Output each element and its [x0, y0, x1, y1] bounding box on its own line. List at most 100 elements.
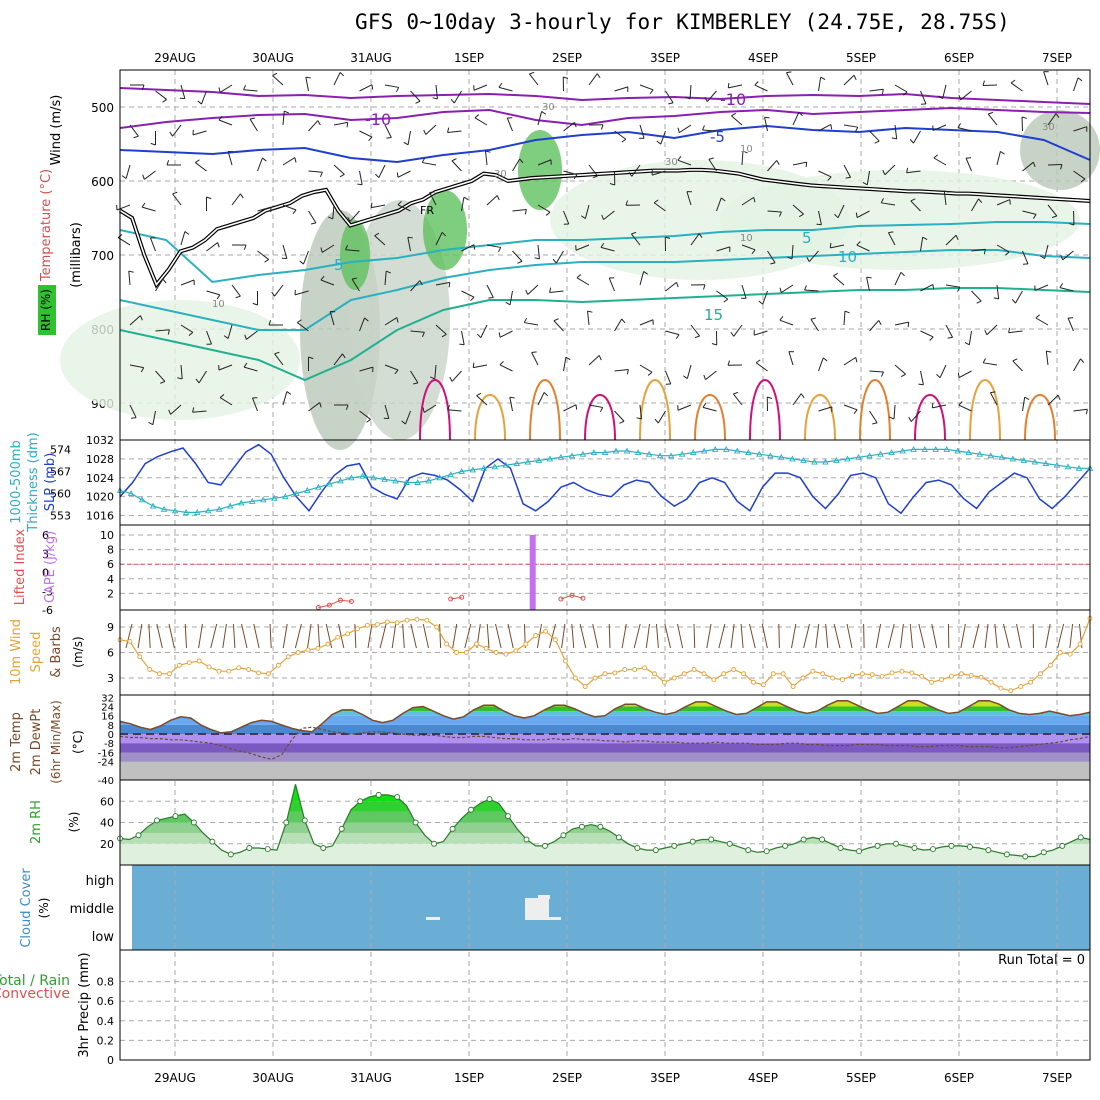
thickness-point [789, 455, 796, 462]
wind-barb [1043, 71, 1049, 86]
thickness-point [745, 449, 752, 456]
rh-point [227, 851, 234, 858]
thickness-point [215, 505, 223, 512]
rh-line [119, 784, 1091, 858]
wind-barb-10m [677, 623, 684, 649]
wind-barb-10m [422, 623, 429, 649]
wind-barb [282, 391, 288, 406]
wind-barb-10m [379, 623, 387, 649]
wind-barb-flag [357, 183, 363, 186]
wind-barb-10m [210, 623, 218, 649]
wind-barb [476, 395, 488, 406]
lifted-index-line [450, 596, 462, 600]
wind-barb [429, 192, 437, 206]
wind-barb [231, 193, 241, 206]
wind-barb-flag [223, 335, 229, 339]
wind-barb-flag [565, 356, 571, 361]
wind-speed-point [364, 622, 370, 628]
wind-speed-point [602, 671, 608, 677]
wind-barb [1047, 113, 1057, 126]
rh-point [782, 842, 789, 849]
wind-barb-10m [1045, 623, 1051, 649]
wind-barb [218, 119, 233, 126]
thickness-point [436, 474, 443, 481]
wind-barb-flag [148, 421, 154, 426]
wind-barb-flag [499, 360, 504, 366]
wind-barb [553, 320, 564, 332]
wind-speed-point [840, 677, 846, 683]
wind-barb-flag [1046, 350, 1052, 353]
isotherm-contour [119, 106, 1091, 129]
wind-barb-flag [798, 111, 803, 117]
wind-barb [767, 210, 782, 213]
wind-barb-flag [643, 271, 649, 275]
wind-barb-flag [900, 271, 905, 277]
wind-barb-flag [1080, 358, 1085, 363]
wind-barb [1045, 351, 1049, 366]
wind-barb-flag [806, 256, 810, 262]
wind-barb-flag [1060, 254, 1064, 260]
isotherm-contour [119, 124, 1091, 164]
thickness-point [811, 458, 818, 465]
isotherm-contour-warm [1024, 394, 1056, 441]
thickness-point [171, 507, 179, 514]
wind-speed-point [1008, 688, 1014, 694]
wind-barb-flag [1032, 214, 1037, 219]
wind-barb [425, 124, 437, 135]
thickness-point [392, 477, 399, 484]
wind-barb [1073, 126, 1087, 132]
rh-point [1059, 842, 1066, 849]
wind-barb [461, 330, 465, 345]
wind-barb [996, 284, 1000, 299]
wind-barb [1034, 284, 1049, 291]
thickness-point [249, 497, 256, 504]
wind-barb-flag [755, 359, 761, 364]
wind-barb [965, 157, 972, 172]
thickness-point [403, 479, 410, 485]
wind-speed-point [384, 619, 390, 625]
wind-barb [227, 324, 233, 339]
wind-barb [329, 311, 335, 326]
temp-band [120, 700, 1090, 702]
wind-barb [246, 330, 258, 340]
thickness-point [734, 447, 741, 454]
thickness-point [557, 453, 565, 460]
wind-barb-flag [955, 235, 959, 241]
wind-speed-point [444, 641, 450, 647]
rh2m-panel: 20 40 60 [100, 784, 1091, 865]
wind-speed-point [642, 665, 648, 671]
wind-barb-flag [1080, 178, 1086, 183]
wind-barb-flag [1085, 409, 1088, 415]
wind-barb [333, 72, 341, 86]
wind-barb [920, 283, 934, 292]
wind-barb-flag [1057, 395, 1061, 401]
wind-barb-flag [779, 211, 782, 217]
cape-tick-label: 10 [100, 529, 114, 542]
wind-barb-flag [195, 378, 200, 384]
wind-barb [843, 164, 852, 178]
wind-barb-flag [816, 223, 822, 226]
isotherm-contour-warm [419, 379, 451, 441]
wind-barb-10m [410, 623, 417, 649]
wind-barb-flag [573, 174, 578, 180]
wind-barb-10m [452, 623, 458, 649]
temp-tick-label: -40 [98, 776, 114, 787]
thickness-point [513, 460, 521, 467]
wind-speed-point [543, 628, 549, 634]
wind-barb [920, 237, 924, 252]
wind-barb-10m [579, 623, 587, 649]
wind-barb-10m [294, 623, 302, 649]
temp-band [120, 724, 1090, 735]
thickness-point [337, 477, 344, 484]
wind-barb [384, 84, 399, 88]
wind-barb-flag [600, 124, 604, 130]
thickness-point [1064, 463, 1072, 470]
wind-barb [755, 362, 768, 372]
wind-barb [272, 75, 284, 86]
wind-barb-flag [308, 356, 314, 360]
wind-barb [461, 244, 475, 252]
contour-label: 5 [334, 256, 344, 274]
wind-barb-flag [328, 216, 333, 220]
wind-barb-flag [268, 320, 272, 326]
wind-barb-flag [294, 157, 297, 163]
